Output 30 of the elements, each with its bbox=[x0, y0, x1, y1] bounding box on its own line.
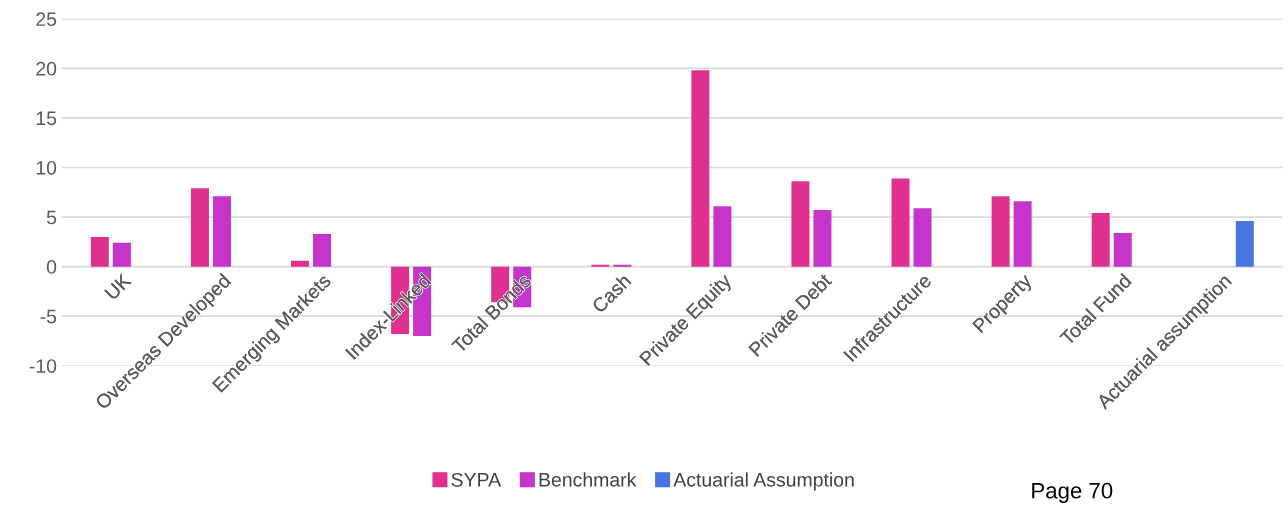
bar bbox=[713, 206, 732, 267]
bar bbox=[212, 196, 231, 267]
y-tick-label: 5 bbox=[46, 210, 57, 225]
bar bbox=[1113, 232, 1132, 267]
bar bbox=[913, 208, 932, 267]
bar bbox=[190, 188, 209, 267]
bar bbox=[90, 236, 109, 267]
x-tick-label: UK bbox=[104, 272, 132, 301]
bar bbox=[1013, 201, 1032, 267]
bar bbox=[1235, 221, 1254, 267]
bar bbox=[691, 70, 710, 267]
y-tick-label: 10 bbox=[36, 160, 57, 175]
bar bbox=[291, 260, 310, 267]
bar bbox=[112, 242, 131, 267]
bar bbox=[791, 181, 810, 267]
legend-label: Benchmark bbox=[539, 472, 637, 487]
y-tick-label: -10 bbox=[29, 359, 57, 373]
y-tick-label: 20 bbox=[36, 61, 57, 76]
legend-label: SYPA bbox=[451, 472, 502, 487]
bar bbox=[813, 210, 832, 267]
text: Page 70 bbox=[1032, 482, 1113, 503]
y-tick-label: -5 bbox=[40, 309, 57, 324]
bar bbox=[991, 196, 1010, 267]
bar bbox=[313, 233, 332, 267]
y-tick-label: 25 bbox=[36, 12, 57, 27]
legend-label: Actuarial Assumption bbox=[673, 472, 854, 491]
y-tick-label: 0 bbox=[46, 260, 57, 274]
bar bbox=[891, 178, 910, 267]
y-tick-label: 15 bbox=[36, 111, 57, 126]
bar bbox=[1091, 213, 1110, 267]
